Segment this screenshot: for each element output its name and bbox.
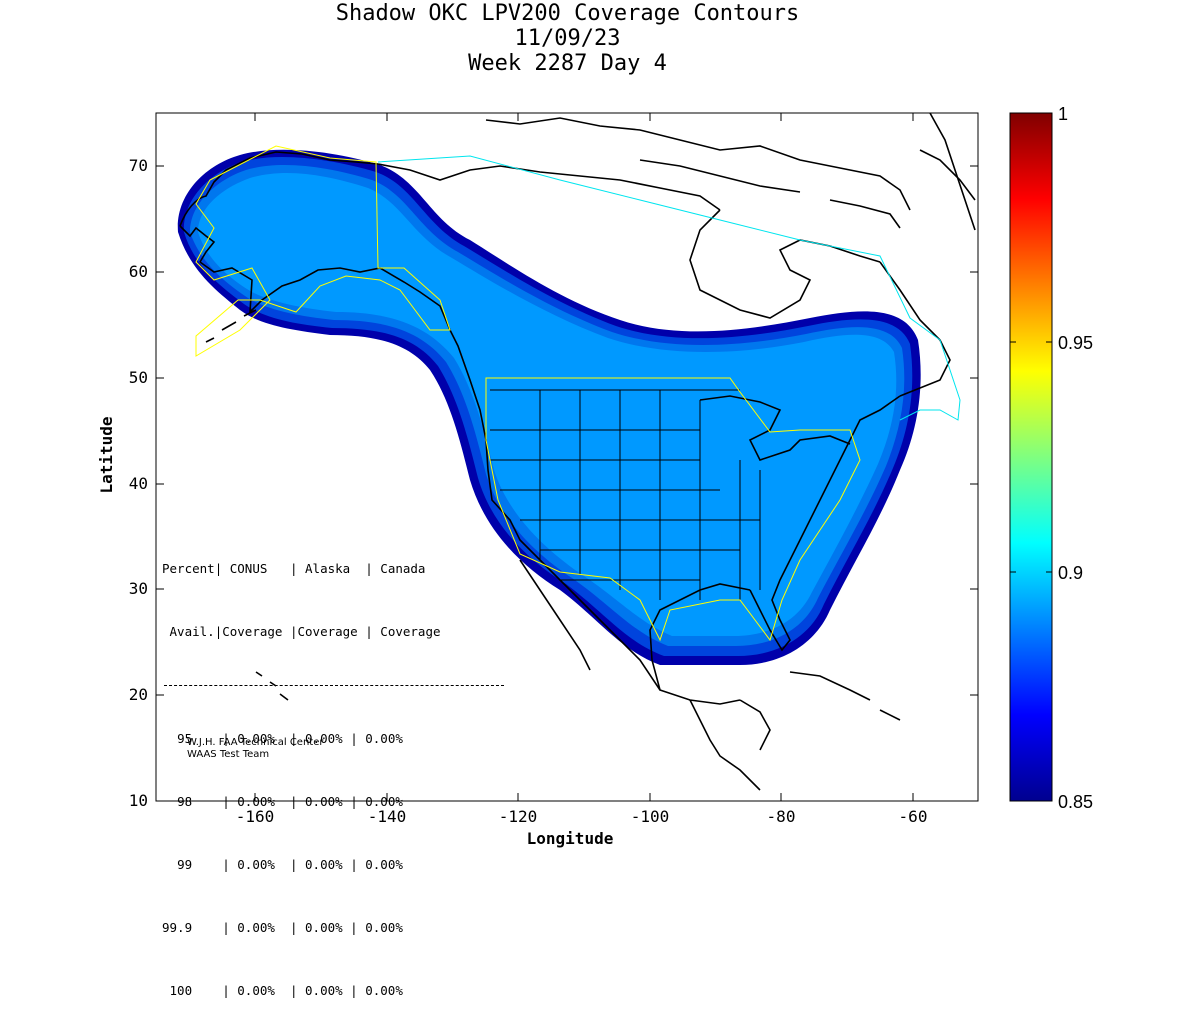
coastline-us-east — [749, 395, 901, 652]
credit-line-1: W.J.H. FAA Technical Center — [187, 737, 324, 748]
arctic-islands — [485, 117, 976, 229]
tick-marks — [156, 113, 978, 801]
coverage-map-figure: -160 -140 -120 -100 -80 -60 70 60 50 40 … — [97, 104, 1093, 848]
y-tick-label: 20 — [129, 685, 148, 704]
coastline-alaska-south — [199, 261, 451, 331]
coastline-central-america — [689, 699, 771, 791]
coastline-labrador — [879, 261, 951, 397]
coastline-alaska — [179, 151, 379, 227]
y-tick-label: 70 — [129, 156, 148, 175]
coastline-gulf — [649, 583, 751, 705]
x-tick-label: -80 — [767, 807, 796, 826]
boundary-canada — [377, 155, 961, 421]
y-tick-label: 60 — [129, 262, 148, 281]
great-lakes — [699, 395, 851, 461]
chart-title-line-3: Week 2287 Day 4 — [468, 51, 667, 76]
boundary-alaska — [195, 145, 451, 357]
coastline-alaska-west — [179, 225, 216, 263]
service-boundaries — [195, 145, 961, 642]
stats-row: 99.9 | 0.00% | 0.00% | 0.00% — [162, 920, 403, 935]
coastlines — [179, 113, 976, 791]
colorbar-label: 0.95 — [1058, 333, 1093, 353]
stats-row: 99 | 0.00% | 0.00% | 0.00% — [177, 857, 403, 872]
y-tick-label: 30 — [129, 579, 148, 598]
x-tick-label: -140 — [368, 807, 407, 826]
credit-text: W.J.H. FAA Technical Center WAAS Test Te… — [187, 737, 323, 761]
stats-row: 98 | 0.00% | 0.00% | 0.00% — [177, 794, 403, 809]
x-tick-label: -100 — [631, 807, 670, 826]
coastline-baja — [519, 559, 591, 671]
y-axis-label: Latitude — [97, 416, 116, 493]
x-tick-label: -60 — [899, 807, 928, 826]
stats-header-row-1: Percent| CONUS | Alaska | Canada — [162, 561, 426, 576]
coverage-contours — [177, 149, 921, 665]
stats-row: 100 | 0.00% | 0.00% | 0.00% — [169, 983, 403, 998]
y-tick-label: 40 — [129, 474, 148, 493]
coastline-canada-arctic — [377, 163, 721, 211]
colorbar-label-max: 1 — [1058, 104, 1068, 124]
stats-separator — [164, 685, 504, 686]
x-tick-label: -120 — [499, 807, 538, 826]
state-borders — [490, 389, 761, 600]
x-tick-label: -160 — [236, 807, 275, 826]
x-axis-label: Longitude — [527, 829, 614, 848]
chart-title-line-2: 11/09/23 — [514, 26, 621, 51]
stats-header-row-2: Avail.|Coverage |Coverage | Coverage — [169, 624, 441, 639]
colorbar — [1009, 112, 1053, 802]
stats-row: 95 | 0.00% | 0.00% | 0.00% — [177, 731, 403, 746]
plot-frame — [155, 112, 979, 802]
colorbar-label-min: 0.85 — [1058, 792, 1093, 812]
coastline-greenland — [929, 113, 976, 231]
colorbar-ticks — [1010, 341, 1052, 573]
coastline-us-west — [449, 329, 661, 691]
y-tick-label: 50 — [129, 368, 148, 387]
boundary-conus — [485, 377, 861, 642]
chart-title-line-1: Shadow OKC LPV200 Coverage Contours — [335, 1, 800, 26]
y-tick-label: 10 — [129, 791, 148, 810]
aleutian-islands — [205, 309, 257, 343]
coastline-caribbean — [789, 671, 901, 721]
credit-line-2: WAAS Test Team — [187, 749, 270, 760]
colorbar-label: 0.9 — [1058, 563, 1083, 583]
coverage-stats-table: Percent| CONUS | Alaska | Canada Avail.|… — [162, 516, 504, 1022]
